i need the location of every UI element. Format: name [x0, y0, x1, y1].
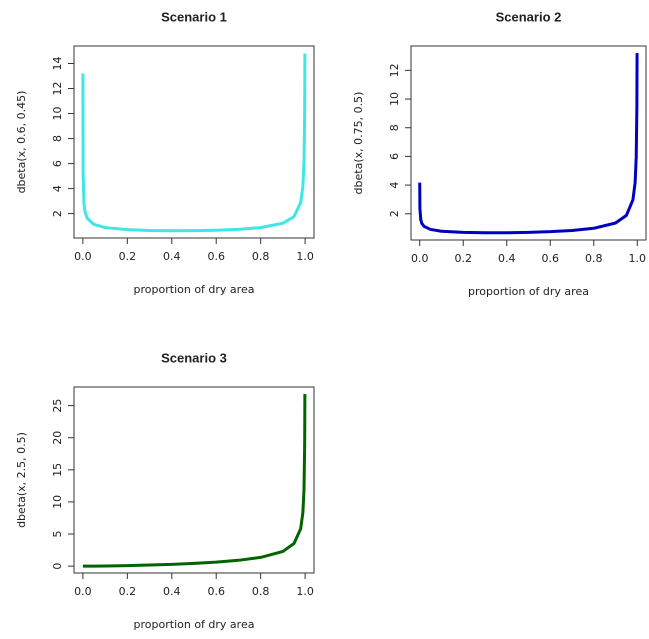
x-tick-label: 0.0 [74, 585, 92, 598]
x-tick-label: 1.0 [296, 585, 314, 598]
y-axis-label: dbeta(x, 2.5, 0.5) [15, 432, 28, 528]
panel: Scenario 2 0.0 0.2 0.4 0.6 0.8 1.0 2 4 6 8 10 12 prop… [352, 9, 647, 298]
y-tick-label: 6 [51, 160, 64, 167]
panel-title: Scenario 1 [161, 9, 227, 24]
y-tick-label: 15 [51, 463, 64, 477]
y-axis-label: dbeta(x, 0.75, 0.5) [352, 92, 365, 195]
y-tick-label: 8 [388, 124, 401, 131]
y-tick-label: 6 [388, 153, 401, 160]
plot-box [73, 45, 315, 239]
y-tick-label: 2 [51, 210, 64, 217]
panel: Scenario 3 0.0 0.2 0.4 0.6 0.8 1.0 0 5 10 15 20 25 pr… [15, 350, 315, 631]
y-tick-label: 0 [51, 563, 64, 570]
y-tick-label: 8 [51, 135, 64, 142]
x-tick-label: 1.0 [296, 250, 314, 263]
y-tick-label: 20 [51, 431, 64, 445]
x-tick-label: 0.2 [119, 585, 137, 598]
x-tick-label: 0.2 [454, 252, 472, 265]
x-tick-label: 0.6 [207, 250, 225, 263]
x-axis-label: proportion of dry area [134, 618, 255, 631]
x-tick-label: 0.8 [252, 250, 270, 263]
x-tick-label: 0.6 [542, 252, 560, 265]
density-line [81, 394, 307, 568]
plot-box [410, 45, 647, 241]
y-tick-label: 5 [51, 531, 64, 538]
panel-title: Scenario 2 [496, 9, 562, 24]
y-tick-label: 4 [388, 182, 401, 189]
y-tick-label: 10 [51, 107, 64, 121]
y-tick-label: 2 [388, 210, 401, 217]
y-tick-label: 10 [51, 495, 64, 509]
x-tick-label: 0.4 [498, 252, 516, 265]
x-axis-label: proportion of dry area [468, 285, 589, 298]
x-tick-label: 0.0 [74, 250, 92, 263]
x-tick-label: 0.6 [207, 585, 225, 598]
plot-box [73, 386, 315, 574]
x-tick-label: 0.4 [163, 585, 181, 598]
x-tick-label: 0.4 [163, 250, 181, 263]
x-tick-label: 0.0 [411, 252, 429, 265]
panel: Scenario 1 0.0 0.2 0.4 0.6 0.8 1.0 2 4 6 8 10 12 14 pr… [15, 9, 315, 296]
y-tick-label: 12 [51, 82, 64, 96]
x-tick-label: 0.8 [585, 252, 603, 265]
y-tick-label: 10 [388, 92, 401, 106]
panel-title: Scenario 3 [161, 350, 227, 365]
y-tick-label: 12 [388, 63, 401, 77]
y-tick-label: 25 [51, 399, 64, 413]
density-line [418, 53, 639, 235]
density-line [81, 53, 307, 233]
y-tick-label: 4 [51, 185, 64, 192]
x-tick-label: 0.2 [119, 250, 137, 263]
y-tick-label: 14 [51, 57, 64, 71]
x-axis-label: proportion of dry area [134, 283, 255, 296]
x-tick-label: 1.0 [629, 252, 647, 265]
y-axis-label: dbeta(x, 0.6, 0.45) [15, 91, 28, 194]
x-tick-label: 0.8 [252, 585, 270, 598]
